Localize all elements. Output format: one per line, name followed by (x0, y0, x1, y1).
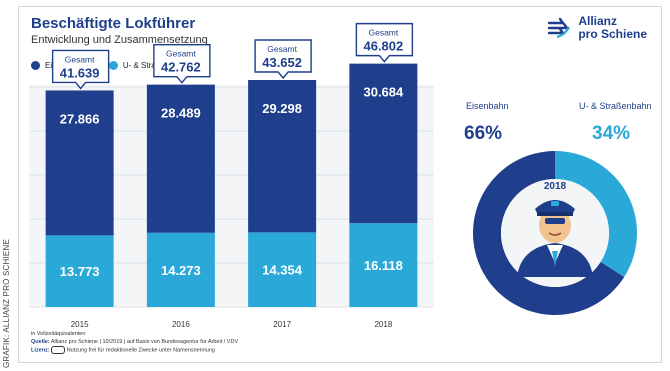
unit-note: in Vollzeitäquivalenten (31, 331, 86, 337)
chart-subtitle: Entwicklung und Zusammensetzung (31, 34, 208, 46)
total-callout-value: 43.652 (262, 55, 302, 70)
total-callout-label: Gesamt (65, 54, 95, 64)
bar-segment-strassenbahn (146, 232, 215, 307)
legend-swatch-eisenbahn (31, 61, 40, 70)
stacked-bar-chart: 13.77327.8662015Gesamt41.63914.27328.489… (29, 22, 434, 329)
bar-segment-eisenbahn (349, 63, 418, 224)
bar-segment-eisenbahn (146, 84, 215, 233)
logo: Allianz pro Schiene (547, 15, 647, 41)
data-label-eisenbahn: 30.684 (363, 85, 404, 100)
data-label-strassenbahn: 16.118 (364, 258, 403, 273)
source-line: Quelle: Allianz pro Schiene | 10/2019 | … (31, 338, 238, 346)
logo-arrows-icon (548, 17, 571, 38)
total-callout-box (254, 39, 312, 80)
total-callout-label: Gesamt (368, 28, 398, 38)
x-tick-label: 2018 (374, 320, 392, 329)
total-callout-value: 41.639 (60, 65, 100, 80)
donut-chart: 2018 (473, 151, 637, 315)
bar-segment-strassenbahn (349, 223, 418, 307)
license-text: Nutzung frei für redaktionelle Zwecke un… (66, 347, 215, 354)
logo-line-1: Allianz (578, 14, 617, 28)
logo-text: Allianz pro Schiene (578, 15, 647, 41)
total-callout-value: 46.802 (363, 39, 403, 54)
data-label-eisenbahn: 27.866 (60, 111, 100, 126)
data-label-strassenbahn: 14.273 (161, 263, 201, 278)
logo-line-2: pro Schiene (578, 27, 647, 41)
donut-slice (555, 151, 637, 277)
license-line: Lizenz: Nutzung frei für redaktionelle Z… (31, 346, 238, 354)
train-driver-icon (517, 200, 593, 277)
side-credit: GRAFIK: ALLIANZ PRO SCHIENE (2, 239, 11, 368)
bar-segment-strassenbahn (45, 235, 114, 307)
donut-value-strassenbahn: 34% (592, 123, 631, 144)
footnotes: in Vollzeitäquivalenten Quelle: Allianz … (31, 330, 238, 354)
total-callout-box (355, 22, 414, 63)
total-callout-label: Gesamt (267, 44, 297, 54)
bar-segment-eisenbahn (248, 80, 317, 233)
data-label-strassenbahn: 13.773 (60, 264, 100, 279)
chart-title: Beschäftigte Lokführer (31, 15, 196, 32)
x-tick-label: 2015 (71, 320, 89, 329)
x-tick-label: 2016 (172, 320, 190, 329)
source-text: Allianz pro Schiene | 10/2019 | auf Basi… (50, 339, 239, 345)
bar-segment-eisenbahn (45, 90, 114, 236)
total-callout-value: 42.762 (161, 60, 201, 75)
bar-segment-strassenbahn (248, 232, 317, 307)
data-label-eisenbahn: 29.298 (262, 101, 302, 116)
total-callout-label: Gesamt (166, 49, 196, 59)
infographic-frame: Beschäftigte Lokführer Entwicklung und Z… (18, 6, 662, 363)
legend-swatch-strassenbahn (108, 61, 118, 70)
license-label: Lizenz: (31, 347, 50, 354)
data-label-strassenbahn: 14.354 (262, 263, 303, 278)
donut-label-strassenbahn: U- & Straßenbahn (579, 101, 652, 111)
x-tick-label: 2017 (273, 320, 291, 329)
donut-slice (473, 151, 625, 315)
donut-value-eisenbahn: 66% (464, 123, 503, 144)
donut-center-year: 2018 (544, 181, 567, 192)
total-callout-box (51, 49, 110, 90)
donut-label-eisenbahn: Eisenbahn (466, 101, 509, 111)
total-callout-box (153, 43, 211, 84)
data-label-eisenbahn: 28.489 (161, 106, 201, 121)
source-label: Quelle: (31, 339, 50, 345)
cc-license-icon (51, 346, 66, 354)
